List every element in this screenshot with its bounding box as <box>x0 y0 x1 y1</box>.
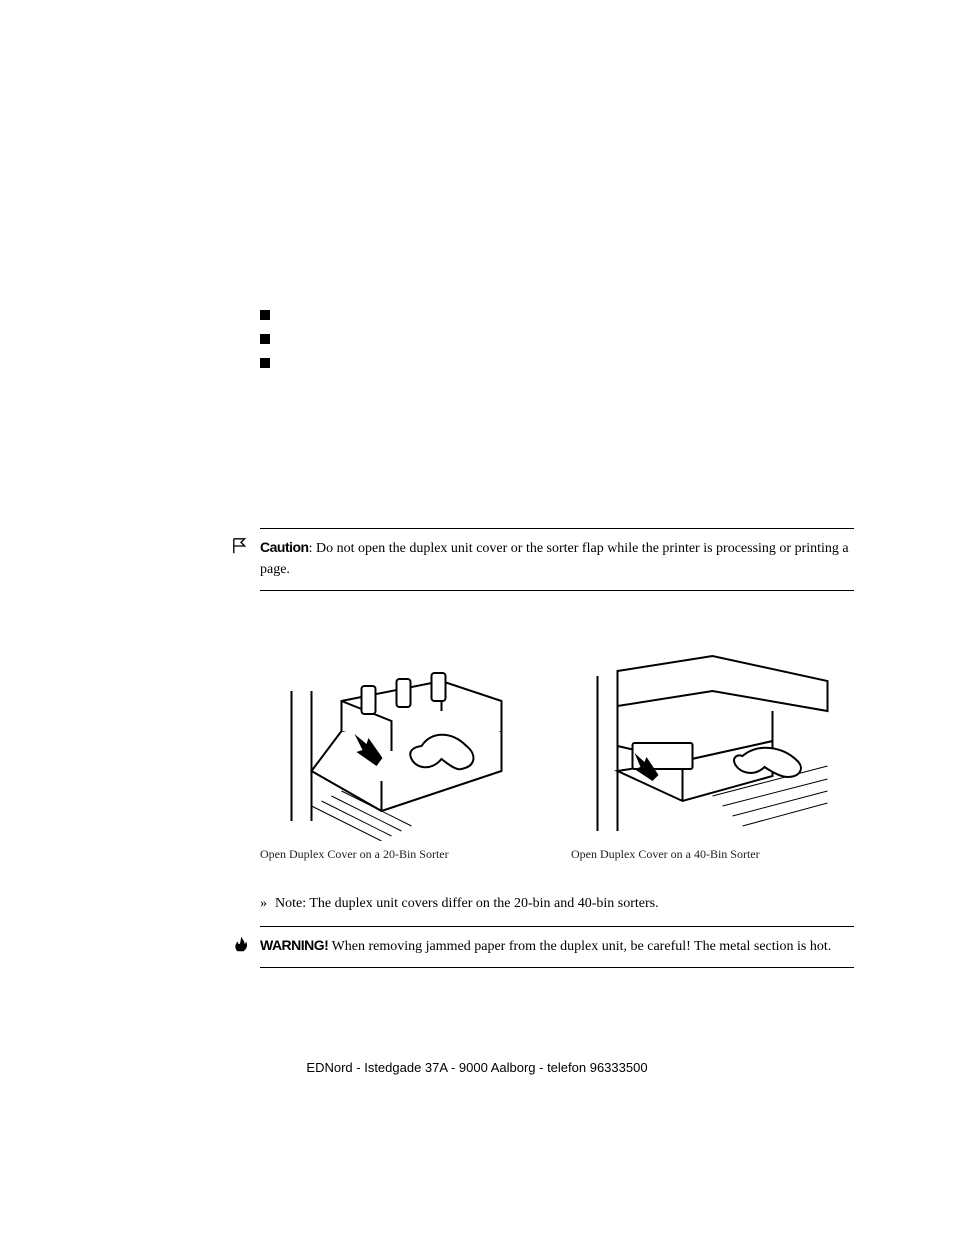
figures-row: Open Duplex Cover on a 20-Bin Sorter <box>260 651 854 862</box>
page: Caution: Do not open the duplex unit cov… <box>0 0 954 1235</box>
page-footer: EDNord - Istedgade 37A - 9000 Aalborg - … <box>0 1060 954 1075</box>
caution-block: Caution: Do not open the duplex unit cov… <box>260 528 854 591</box>
figure-left: Open Duplex Cover on a 20-Bin Sorter <box>260 651 543 862</box>
bullet-item <box>260 334 854 344</box>
bullet-item <box>260 358 854 368</box>
square-bullet-icon <box>260 310 270 320</box>
warning-hot-icon <box>232 935 250 953</box>
square-bullet-icon <box>260 358 270 368</box>
caution-label: Caution <box>260 539 309 555</box>
square-bullet-icon <box>260 334 270 344</box>
warning-block: WARNING! When removing jammed paper from… <box>260 926 854 968</box>
duplex-cover-20bin-illustration <box>260 651 543 841</box>
content-column: Caution: Do not open the duplex unit cov… <box>260 310 854 968</box>
note-line: » Note: The duplex unit covers differ on … <box>260 896 854 912</box>
caution-text: : Do not open the duplex unit cover or t… <box>260 541 849 577</box>
duplex-cover-40bin-illustration <box>571 651 854 841</box>
warning-label: WARNING! <box>260 937 328 953</box>
note-text: Note: The duplex unit covers differ on t… <box>275 896 659 911</box>
figure-right: Open Duplex Cover on a 40-Bin Sorter <box>571 651 854 862</box>
bullet-list <box>260 310 854 368</box>
figure-right-caption: Open Duplex Cover on a 40-Bin Sorter <box>571 847 854 862</box>
note-marker-icon: » <box>260 896 267 911</box>
caution-flag-icon <box>232 537 250 555</box>
bullet-item <box>260 310 854 320</box>
figure-left-caption: Open Duplex Cover on a 20-Bin Sorter <box>260 847 543 862</box>
warning-text: When removing jammed paper from the dupl… <box>328 939 831 954</box>
